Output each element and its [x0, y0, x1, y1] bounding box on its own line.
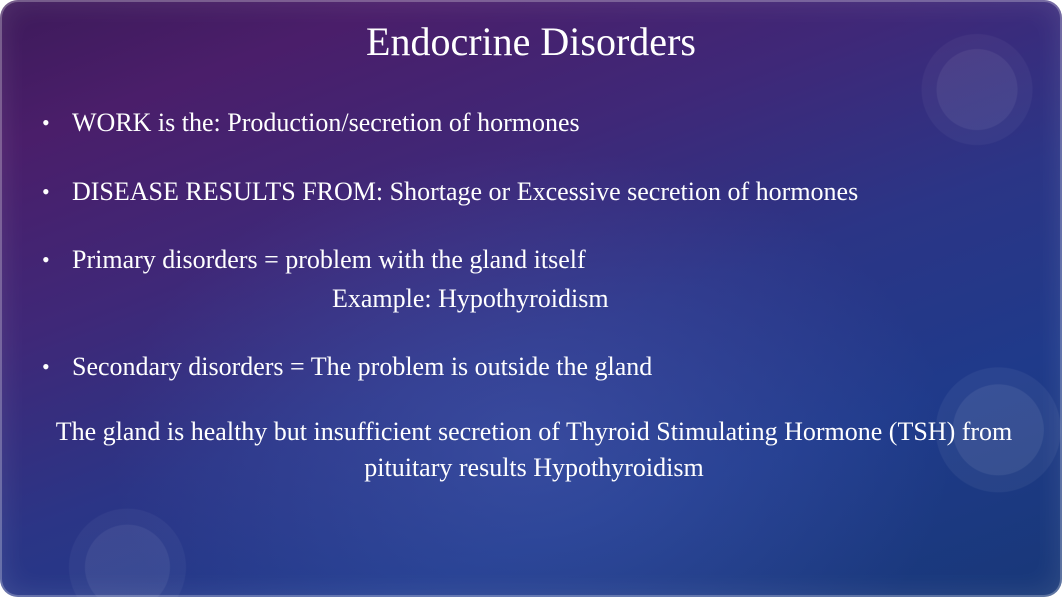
bullet-text: Secondary disorders = The problem is out… [72, 352, 652, 381]
bullet-text: Primary disorders = problem with the gla… [72, 245, 586, 274]
bullet-list: WORK is the: Production/secretion of hor… [36, 107, 1032, 384]
bullet-example: Example: Hypothyroidism [72, 283, 1032, 316]
slide-footer-text: The gland is healthy but insufficient se… [36, 414, 1032, 487]
bullet-item: Secondary disorders = The problem is out… [36, 351, 1032, 384]
bullet-item: WORK is the: Production/secretion of hor… [36, 107, 1032, 140]
bullet-item: Primary disorders = problem with the gla… [36, 244, 1032, 315]
bullet-text: WORK is the: Production/secretion of hor… [72, 108, 580, 137]
bullet-item: DISEASE RESULTS FROM: Shortage or Excess… [36, 176, 1032, 209]
slide-content: WORK is the: Production/secretion of hor… [30, 107, 1032, 486]
slide-title: Endocrine Disorders [30, 18, 1032, 65]
bullet-text: DISEASE RESULTS FROM: Shortage or Excess… [72, 177, 858, 206]
presentation-slide: Endocrine Disorders WORK is the: Product… [0, 0, 1062, 597]
